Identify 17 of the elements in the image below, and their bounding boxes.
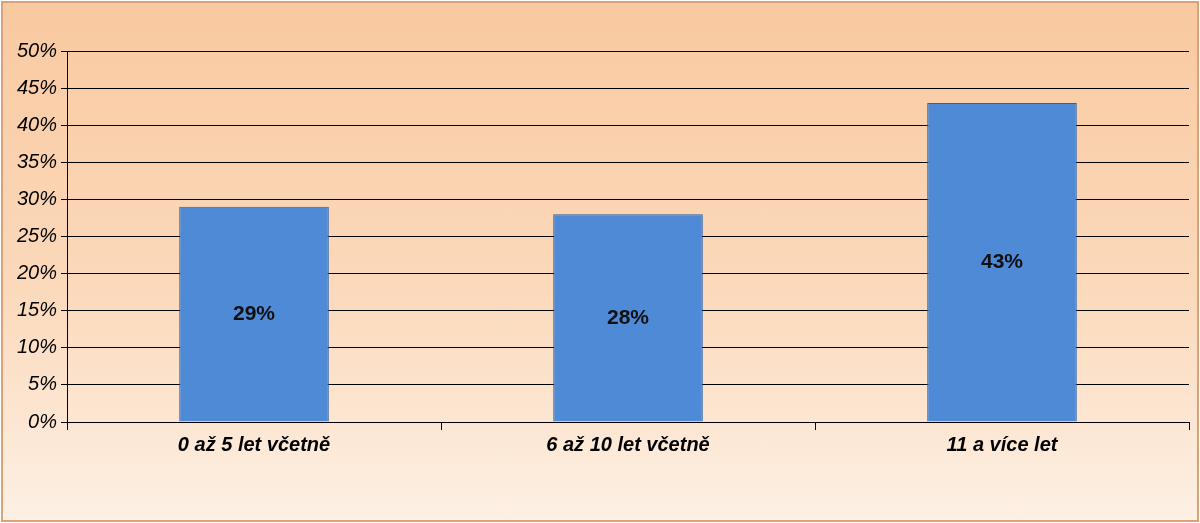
y-tick-label: 40% <box>17 112 58 135</box>
y-tick-label: 20% <box>16 261 58 284</box>
data-label: 28% <box>607 304 650 328</box>
y-tick-label: 15% <box>17 298 58 321</box>
y-tick-label: 5% <box>28 372 58 395</box>
data-label: 43% <box>980 249 1024 273</box>
data-label: 29% <box>233 300 276 324</box>
x-tick-label: 11 a více let <box>946 432 1059 455</box>
x-tick-label: 6 až 10 let včetně <box>546 432 710 455</box>
y-tick-label: 50% <box>17 38 58 61</box>
x-tick-label: 0 až 5 let včetně <box>177 432 331 455</box>
y-tick-label: 35% <box>17 149 58 172</box>
y-tick-label: 10% <box>17 335 58 358</box>
y-tick-label: 30% <box>17 186 58 209</box>
y-tick-label: 45% <box>17 75 58 98</box>
y-tick-label: 25% <box>16 224 58 247</box>
y-tick-label: 0% <box>28 409 58 432</box>
